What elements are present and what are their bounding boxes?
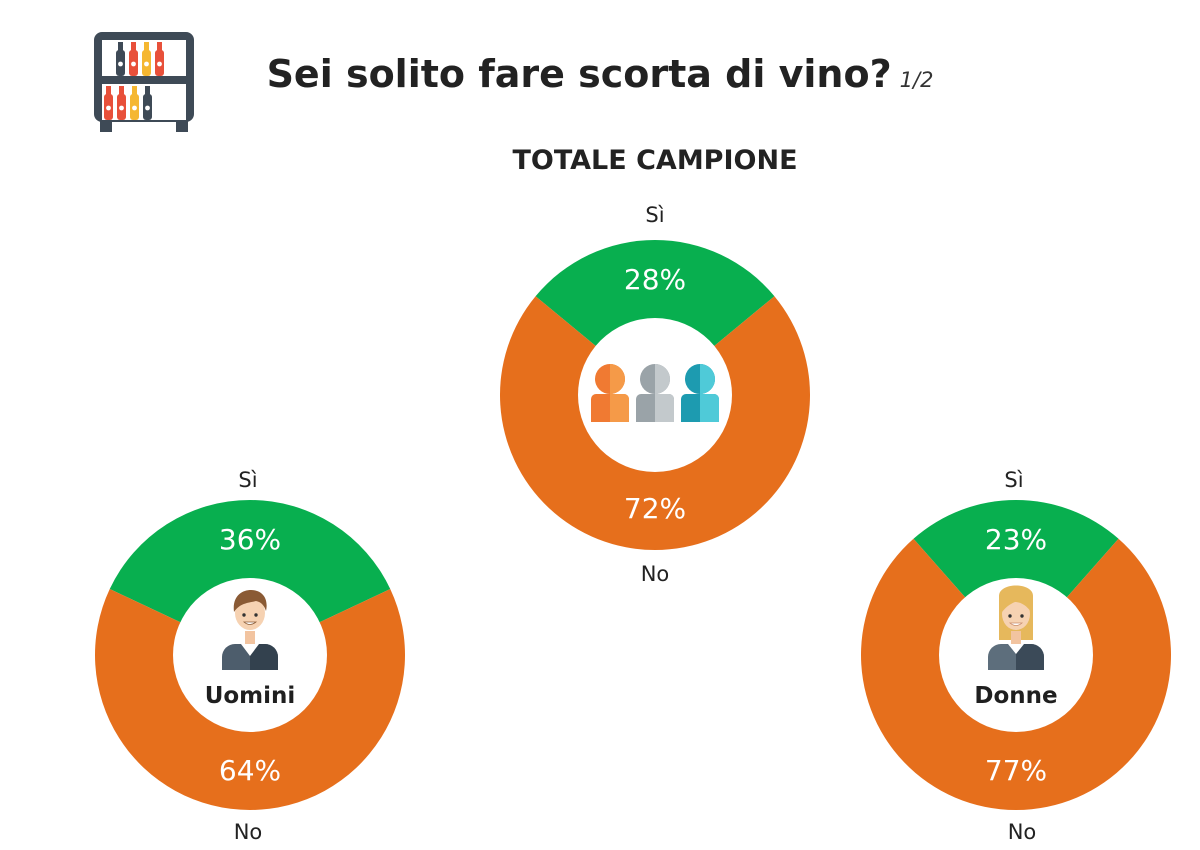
center-label-uomini: Uomini xyxy=(205,683,296,709)
value-label-si: 28% xyxy=(624,263,686,296)
wine-shelf-icon xyxy=(94,32,194,132)
donut-slice-si xyxy=(913,500,1119,655)
value-label-no: 72% xyxy=(624,492,686,525)
category-label-no: No xyxy=(1007,820,1037,844)
category-label-si: Sì xyxy=(238,468,258,492)
category-label-si: Sì xyxy=(645,203,665,227)
woman-avatar-icon xyxy=(988,585,1044,670)
donut-slice-si xyxy=(535,240,775,395)
value-label-si: 36% xyxy=(219,523,281,556)
chart-title: Sei solito fare scorta di vino? 1/2 xyxy=(0,52,1200,96)
man-avatar-icon xyxy=(222,590,278,670)
value-label-no: 77% xyxy=(985,754,1047,787)
section-title: TOTALE CAMPIONE xyxy=(512,145,798,176)
category-label-no: No xyxy=(233,820,263,844)
donut-chart-uomini: Uomini 36% 64% xyxy=(95,500,405,810)
donut-chart-donne: Donne 23% 77% xyxy=(861,500,1171,810)
value-label-no: 64% xyxy=(219,754,281,787)
center-label-donne: Donne xyxy=(974,683,1057,709)
title-text: Sei solito fare scorta di vino? xyxy=(266,52,892,96)
page-indicator: 1/2 xyxy=(899,68,934,92)
group-people-icon xyxy=(591,364,719,422)
donut-slice-si xyxy=(109,500,391,655)
category-label-si: Sì xyxy=(1004,468,1024,492)
value-label-si: 23% xyxy=(985,523,1047,556)
category-label-no: No xyxy=(640,562,670,586)
donut-chart-totale: 28% 72% xyxy=(500,240,810,550)
